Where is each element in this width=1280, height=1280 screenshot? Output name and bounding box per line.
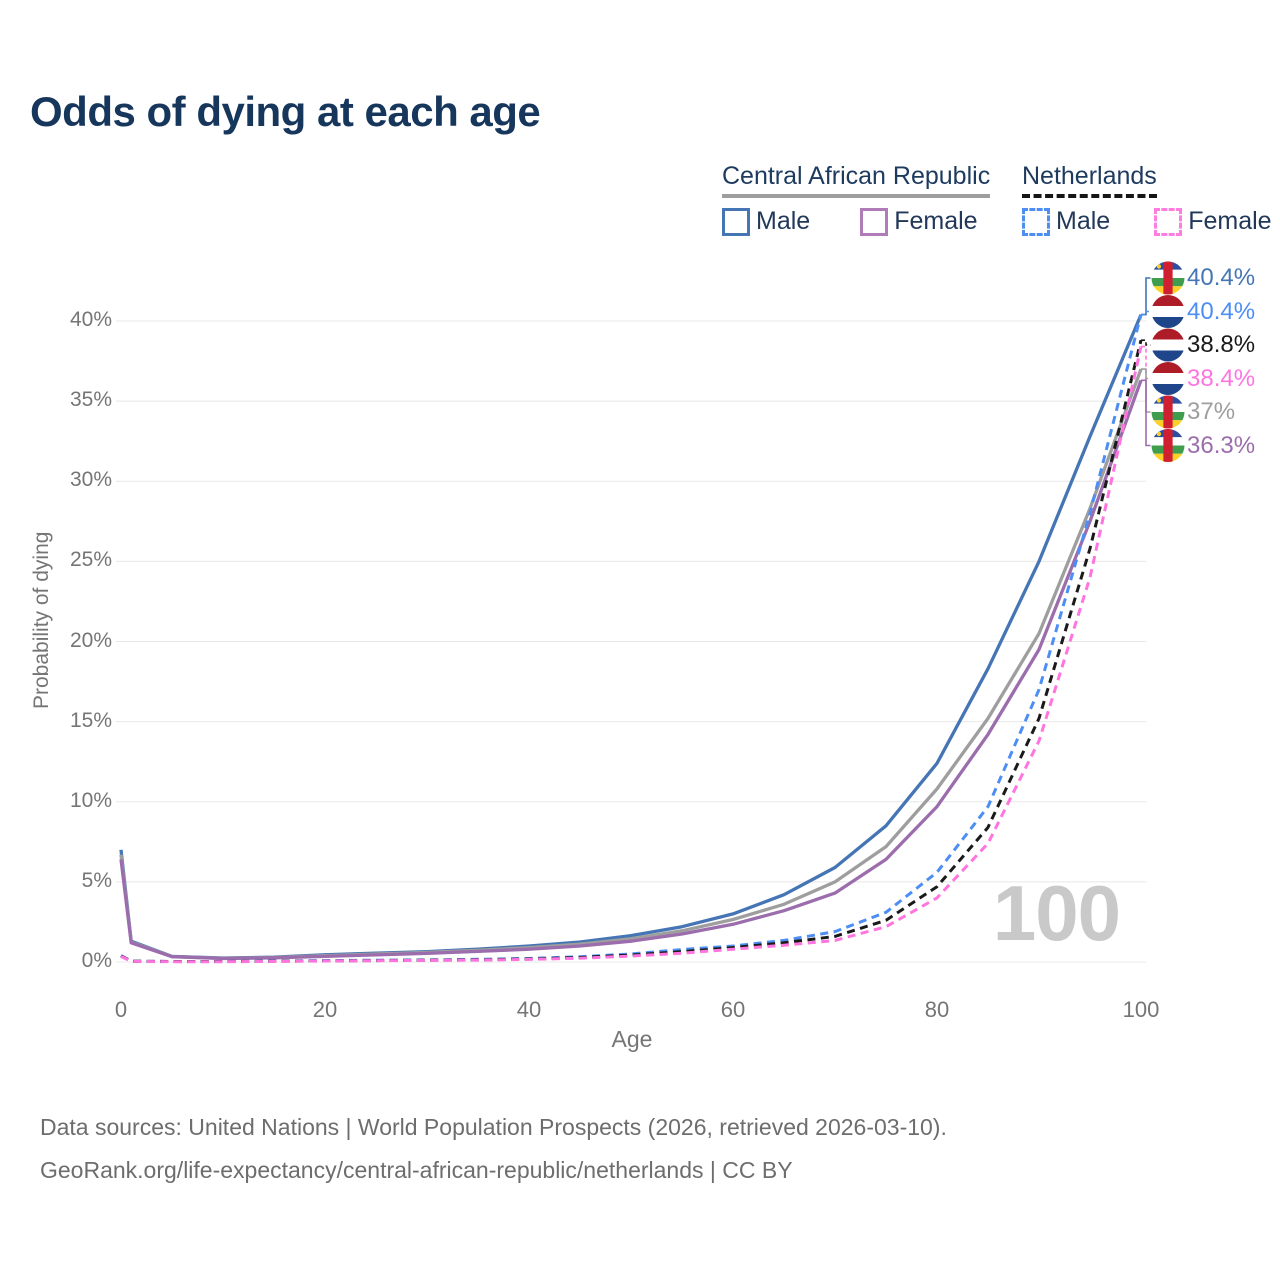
series-line-car-male: [119, 313, 1143, 960]
page-title: Odds of dying at each age: [30, 88, 541, 135]
flag-central-african-republic-icon: [1151, 395, 1185, 429]
x-tick-label: 100: [1122, 997, 1160, 1022]
y-axis-title: Probability of dying: [30, 531, 53, 709]
legend-header-netherlands: Netherlands: [1022, 162, 1157, 198]
y-tick-label: 35%: [69, 388, 112, 412]
end-value-label-nl-male: 40.4%: [1187, 297, 1256, 325]
series-line-car-female: [119, 379, 1143, 961]
x-tick-label: 80: [924, 997, 950, 1022]
car-female-swatch-icon: [860, 207, 889, 236]
end-value-label-car-male: 40.4%: [1187, 264, 1256, 291]
legend-header-central-african-republic: Central African Republic: [722, 162, 991, 198]
y-tick-label: 30%: [69, 468, 112, 492]
leader-line-car-female: [1141, 379, 1151, 447]
x-axis-title: Age: [611, 1026, 653, 1052]
leader-line-nl-male: [1141, 310, 1151, 316]
flag-netherlands-icon: [1151, 295, 1185, 328]
hovered-age-watermark: 100: [992, 869, 1121, 957]
legend-group-central-african-republic: Central African Republic Male Female: [722, 162, 991, 236]
y-tick-label: 20%: [69, 628, 112, 652]
x-tick-label: 40: [516, 997, 542, 1022]
y-tick-label: 15%: [69, 708, 112, 732]
flag-central-african-republic-icon: [1151, 429, 1185, 462]
legend-group-netherlands: Netherlands Male Female: [1022, 162, 1272, 236]
car-male-swatch-icon: [722, 207, 750, 236]
flag-central-african-republic-icon: [1151, 261, 1185, 295]
nl-male-swatch-icon: [1022, 207, 1050, 236]
attribution-url-text: GeoRank.org/life-expectancy/central-afri…: [40, 1157, 793, 1183]
series-line-nl-female: [120, 346, 1143, 964]
y-tick-label: 10%: [69, 788, 112, 812]
end-value-label-car-both: 37%: [1187, 398, 1236, 425]
leader-line-car-male: [1141, 277, 1151, 316]
legend-item-label: Male: [1056, 207, 1111, 235]
legend-item-label: Female: [894, 207, 978, 235]
y-tick-label: 25%: [69, 548, 112, 572]
y-tick-label: 0%: [81, 949, 112, 972]
legend-item-label: Male: [756, 207, 811, 235]
footer: Data sources: United Nations | World Pop…: [40, 1106, 947, 1192]
y-tick-label: 40%: [69, 308, 112, 331]
end-value-label-nl-both: 38.8%: [1187, 331, 1256, 358]
flag-netherlands-icon: [1151, 362, 1185, 395]
end-value-label-car-female: 36.3%: [1187, 431, 1256, 459]
end-value-label-nl-female: 38.4%: [1187, 364, 1256, 392]
data-sources-text: Data sources: United Nations | World Pop…: [40, 1114, 947, 1140]
legend-item-label: Female: [1188, 207, 1272, 235]
flag-netherlands-icon: [1151, 328, 1185, 362]
legend-item-nl-female[interactable]: Female: [1154, 207, 1272, 236]
series-line-nl-male: [120, 314, 1143, 963]
nl-female-swatch-icon: [1154, 207, 1183, 236]
legend-item-car-female[interactable]: Female: [860, 207, 978, 236]
x-tick-label: 0: [114, 997, 128, 1022]
x-tick-label: 60: [720, 997, 746, 1022]
leader-line-nl-female: [1141, 345, 1151, 380]
x-tick-label: 20: [312, 997, 338, 1022]
legend-item-car-male[interactable]: Male: [722, 207, 810, 236]
leader-line-nl-both: [1141, 339, 1151, 346]
legend-item-nl-male[interactable]: Male: [1022, 207, 1110, 236]
y-tick-label: 5%: [81, 868, 112, 892]
